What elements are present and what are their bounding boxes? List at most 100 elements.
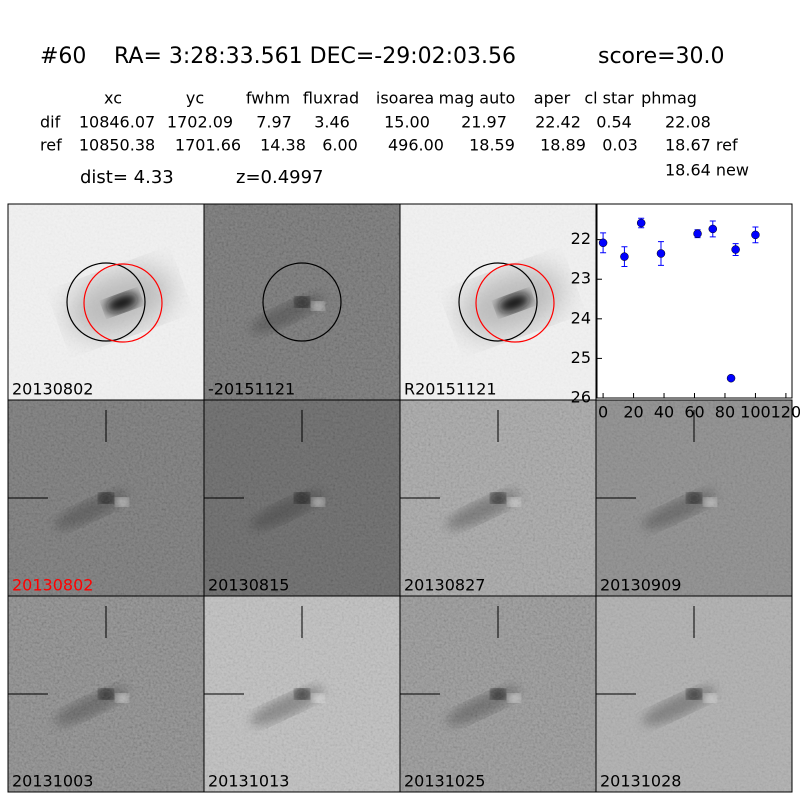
cutout: 20130909 <box>595 399 793 597</box>
new-circle <box>475 263 555 343</box>
x-tick-label: 0 <box>598 403 608 422</box>
x-tick-label: 120 <box>771 403 800 422</box>
source-dark <box>295 297 309 307</box>
cutout-image <box>8 204 204 400</box>
data-point <box>751 230 760 240</box>
source-dark <box>99 493 113 503</box>
data-point <box>693 229 702 238</box>
galaxy-core <box>105 293 139 313</box>
data-point <box>731 245 740 254</box>
cutout-image <box>400 204 596 400</box>
table-cell: 22.08 <box>665 113 711 132</box>
column-header: yc <box>186 89 204 108</box>
x-tick-label: 80 <box>715 403 735 422</box>
coordinates: RA= 3:28:33.561 DEC=-29:02:03.56 <box>114 44 516 69</box>
source-dark <box>491 689 505 699</box>
lightcurve: 22 23 24 25 26 0 20 40 60 80 100 120 <box>571 203 800 422</box>
source-bright <box>312 498 324 506</box>
table-cell: 10850.38 <box>79 136 155 155</box>
column-header: fwhm <box>246 89 290 108</box>
cutout-label: 20130802 <box>12 380 93 399</box>
redshift: z=0.4997 <box>236 167 324 188</box>
phmag-new: 18.64 new <box>665 161 749 180</box>
table-cell: 21.97 <box>461 113 507 132</box>
cutout-image <box>204 204 400 400</box>
cutout: 20130802 <box>7 399 205 597</box>
column-header: xc <box>104 89 122 108</box>
cutout: 20131013 <box>203 595 401 793</box>
candidate-id: #60 <box>40 44 86 69</box>
cutout-label: 20130815 <box>208 576 289 595</box>
column-header: isoarea <box>376 89 434 108</box>
table-cell: 1701.66 <box>175 136 241 155</box>
table-cell: 15.00 <box>384 113 430 132</box>
table-cell: 0.54 <box>596 113 632 132</box>
source-bright <box>116 694 128 702</box>
table-cell: 0.03 <box>602 136 638 155</box>
cutout-label: -20151121 <box>208 380 295 399</box>
cutout: -20151121 <box>203 203 401 401</box>
source-dark <box>295 689 309 699</box>
cutout-frame <box>595 595 793 793</box>
source-bright <box>312 694 324 702</box>
cutout: 20130802 <box>7 203 205 401</box>
row-label: ref <box>40 136 62 155</box>
cutout-label: 20130909 <box>600 576 681 595</box>
cutout-label: 20130827 <box>404 576 485 595</box>
cutout-grid: 20130802 -20151121 R20151121 20130802 201308… <box>7 203 793 793</box>
source-bright <box>508 694 520 702</box>
data-point <box>656 249 666 258</box>
cutout: 20131025 <box>399 595 597 793</box>
table-cell: 18.67 ref <box>665 136 738 155</box>
x-tick-label: 40 <box>654 403 674 422</box>
cutout: R20151121 <box>399 203 597 401</box>
cutout: 20130827 <box>399 399 597 597</box>
cutout-label: 20131013 <box>208 772 289 791</box>
ref-circle <box>262 262 342 342</box>
column-header: mag auto <box>439 89 516 108</box>
x-tick-label: 100 <box>740 403 771 422</box>
y-tick-label: 26 <box>571 388 591 407</box>
table-cell: 3.46 <box>314 113 350 132</box>
dist: dist= 4.33 <box>80 167 174 188</box>
score: score=30.0 <box>598 44 725 69</box>
y-tick-label: 22 <box>571 229 591 248</box>
data-point <box>726 373 736 383</box>
ref-circle <box>66 262 146 342</box>
data-point <box>636 218 646 228</box>
ref-circle <box>458 262 538 342</box>
data-point <box>598 238 608 248</box>
source-bright <box>704 498 716 506</box>
table-cell: 496.00 <box>388 136 444 155</box>
source-dark <box>99 689 113 699</box>
new-circle <box>83 263 163 343</box>
data-point <box>708 224 718 234</box>
cutout-label: 20131028 <box>600 772 681 791</box>
source-dark <box>295 493 309 503</box>
cutout: 20130815 <box>203 399 401 597</box>
column-header: aper <box>534 89 571 108</box>
source-bright <box>508 498 520 506</box>
column-header: phmag <box>641 89 697 108</box>
table-cell: 1702.09 <box>167 113 233 132</box>
table-cell: 7.97 <box>256 113 292 132</box>
y-tick-label: 23 <box>571 269 591 288</box>
source-bright <box>704 694 716 702</box>
table-cell: 6.00 <box>322 136 358 155</box>
source-dark <box>491 493 505 503</box>
source-bright <box>116 498 128 506</box>
table-cell: 22.42 <box>535 113 581 132</box>
table-cell: 14.38 <box>260 136 306 155</box>
cutout-label: 20131003 <box>12 772 93 791</box>
x-tick-label: 60 <box>684 403 704 422</box>
source-bright <box>312 302 324 310</box>
table-cell: 18.89 <box>540 136 586 155</box>
cutout-label: 20130802 <box>12 576 93 595</box>
row-label: dif <box>40 113 61 132</box>
table-cell: 18.59 <box>469 136 515 155</box>
galaxy-core <box>497 293 531 313</box>
cutout-label: R20151121 <box>404 380 497 399</box>
data-point <box>620 252 629 261</box>
source-dark <box>687 493 701 503</box>
cutout: 20131003 <box>7 595 205 793</box>
